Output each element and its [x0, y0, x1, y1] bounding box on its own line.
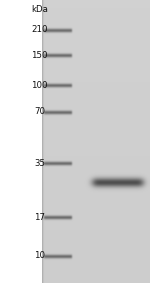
- Text: 17: 17: [34, 213, 45, 222]
- Text: 150: 150: [32, 50, 48, 59]
- Text: 10: 10: [34, 252, 45, 260]
- Text: kDa: kDa: [31, 5, 48, 14]
- Text: 210: 210: [32, 25, 48, 35]
- Text: 35: 35: [34, 158, 45, 168]
- Text: 100: 100: [32, 80, 48, 89]
- Text: 70: 70: [34, 108, 45, 117]
